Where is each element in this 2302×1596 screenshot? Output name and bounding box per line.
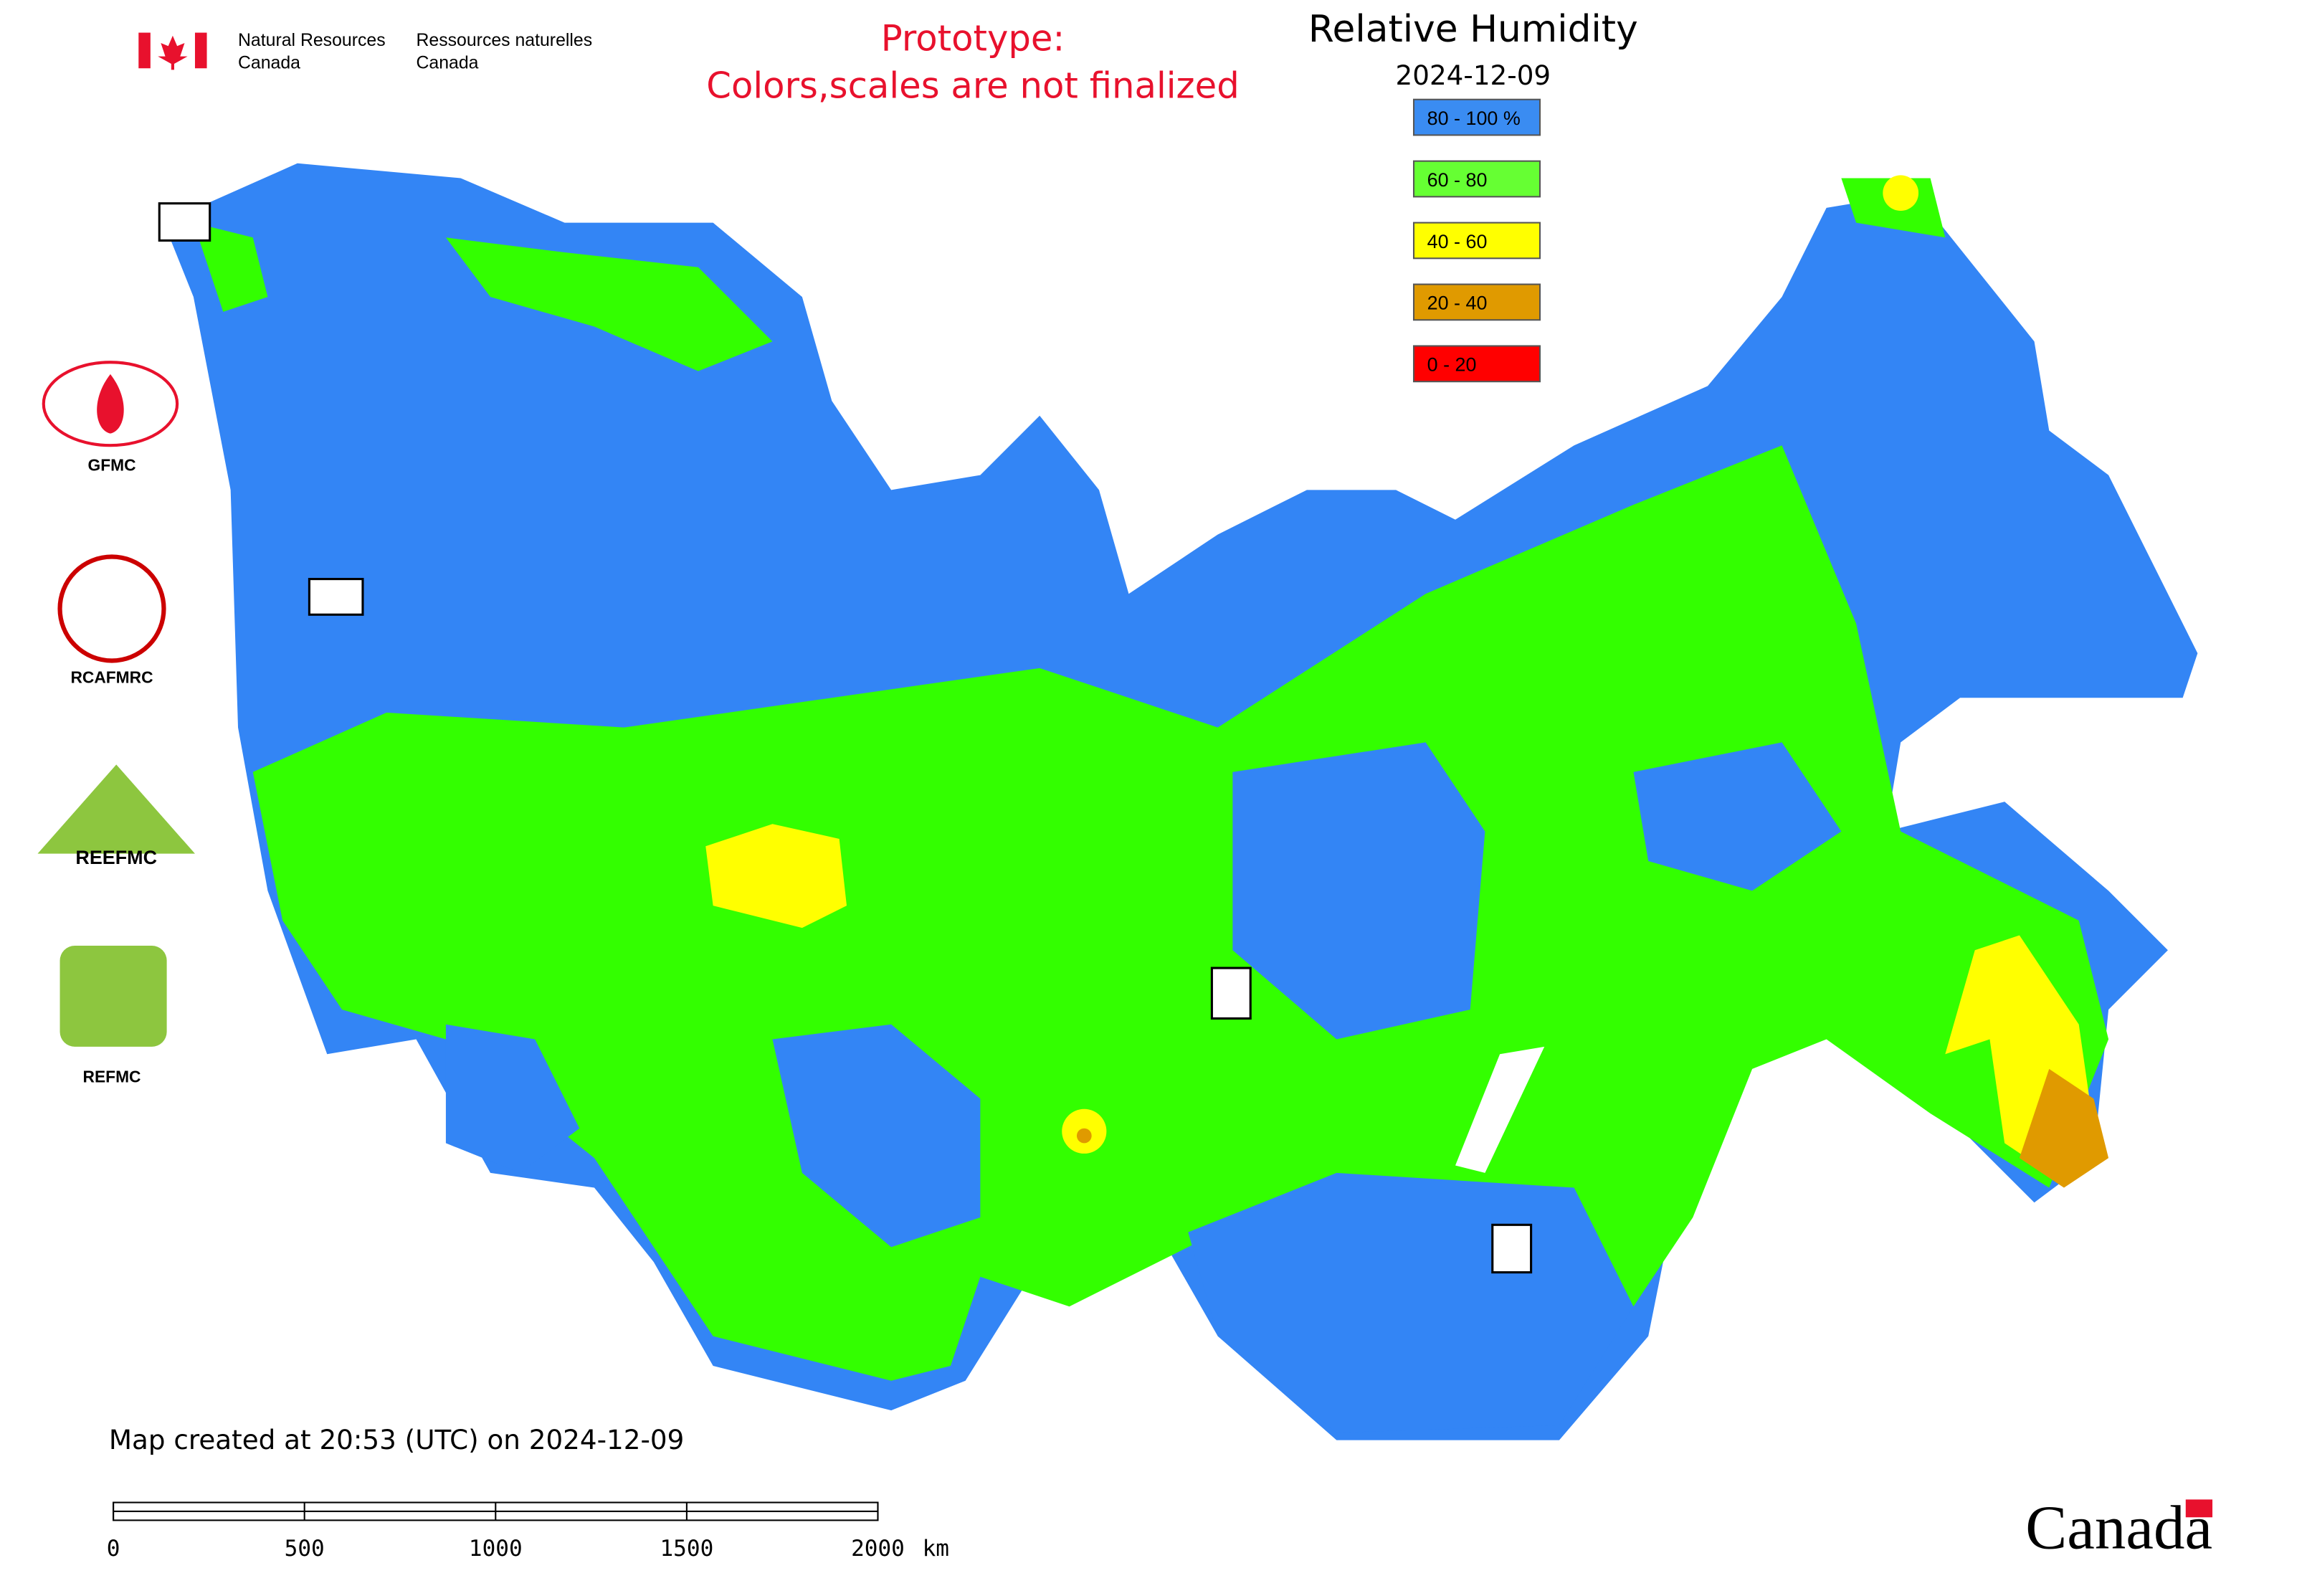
legend-swatch (1412, 283, 1541, 321)
logo-flame (97, 374, 124, 434)
marker (1210, 966, 1252, 1020)
dept-en: Canada (238, 53, 300, 72)
legend-swatch (1412, 345, 1541, 383)
logo-label: GFMC (87, 455, 135, 474)
marker (308, 578, 364, 616)
logo-text: REEFMC (75, 847, 157, 868)
scale-label: 0 (107, 1536, 120, 1562)
scale-bar: 0 500 1000 1500 2000 km (107, 1501, 949, 1562)
legend-swatch (1412, 222, 1541, 260)
legend-swatch (1412, 160, 1541, 198)
wordmark: Canada (2025, 1493, 2212, 1562)
flag-bar (138, 32, 151, 69)
legend-swatch (1412, 98, 1541, 136)
dept-fr: Canada (417, 53, 479, 72)
nrcan-signature: Natural Resources Canada Ressources natu… (138, 31, 592, 72)
marker (158, 202, 211, 242)
scale-label: 2000 (851, 1536, 905, 1562)
legend-label: 20 - 40 (1427, 293, 1488, 314)
region-dry (2019, 1068, 2109, 1188)
map (158, 163, 2198, 1440)
wordmark-flag (2185, 1499, 2213, 1518)
region-dry (1076, 1128, 1092, 1144)
region-moderate (1883, 175, 1919, 212)
region-moderate (705, 824, 847, 928)
legend-label: 60 - 80 (1427, 169, 1488, 191)
logo-rcafmrc (57, 554, 166, 663)
dept-fr: Ressources naturelles (417, 31, 593, 50)
map-title: Relative Humidity (1308, 8, 1638, 51)
logo-label: RCAFMRC (70, 668, 153, 687)
marker (1491, 1223, 1533, 1274)
map-date: 2024-12-09 (1396, 60, 1551, 91)
logos: GFMC RCAFMRC REEFMC REFMC (37, 361, 195, 1086)
scale-label: 1000 (469, 1536, 523, 1562)
region-moist (193, 178, 1946, 371)
legend-label: 40 - 60 (1427, 231, 1488, 252)
region-moist (252, 445, 2109, 1381)
maple-leaf (158, 35, 188, 70)
logo-refmc (60, 946, 167, 1047)
logo-gfmc (42, 361, 179, 447)
dept-en: Natural Resources (238, 31, 386, 50)
scale-label: 500 (285, 1536, 325, 1562)
scale-label: 1500 (660, 1536, 713, 1562)
notice: Colors,scales are not finalized (706, 65, 1239, 107)
legend-label: 0 - 20 (1427, 354, 1477, 376)
legend: 80 - 100 % 60 - 80 40 - 60 20 - 40 0 - 20 (1412, 98, 1541, 383)
scale-unit: km (923, 1536, 949, 1562)
logo-label: REFMC (83, 1068, 141, 1086)
map-markers (158, 202, 1533, 1274)
footer-note: Map created at 20:53 (UTC) on 2024-12-09 (109, 1424, 684, 1455)
legend-label: 80 - 100 % (1427, 108, 1521, 129)
lake-baikal (1455, 1046, 1545, 1173)
notice: Prototype: (881, 17, 1065, 59)
logo-reefmc (37, 764, 195, 854)
flag-bar (194, 32, 207, 69)
